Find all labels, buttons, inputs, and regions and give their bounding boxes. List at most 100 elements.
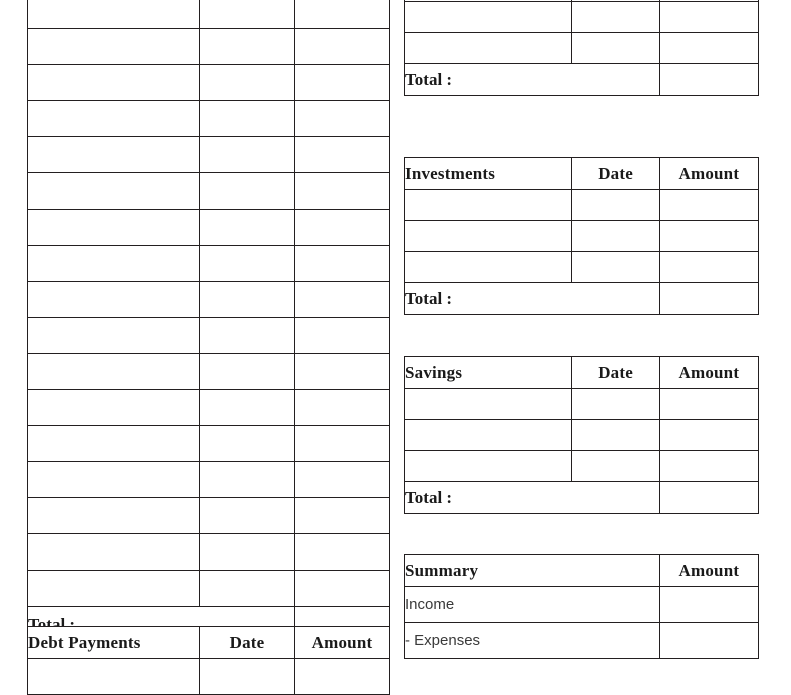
expense-name-cell[interactable] — [27, 208, 200, 246]
table-row[interactable] — [27, 136, 390, 174]
expense-date-cell[interactable] — [199, 280, 295, 318]
table-row[interactable] — [27, 208, 390, 246]
expense-name-cell[interactable] — [27, 172, 200, 210]
investment-amount-cell[interactable] — [658, 251, 760, 283]
investment-name-cell[interactable] — [403, 220, 573, 252]
table-row[interactable] — [403, 251, 760, 283]
expense-date-cell[interactable] — [199, 136, 295, 174]
table-row[interactable] — [403, 1, 760, 33]
expense-amount-cell[interactable] — [294, 208, 390, 246]
top-right-total-row[interactable]: Total : — [404, 63, 760, 96]
expense-amount-cell[interactable] — [294, 569, 390, 607]
savings-total-value[interactable] — [658, 481, 760, 514]
entry-name-cell[interactable] — [403, 1, 573, 33]
table-row[interactable] — [403, 32, 760, 64]
table-row[interactable] — [27, 569, 390, 607]
expense-amount-cell[interactable] — [294, 389, 390, 427]
expense-date-cell[interactable] — [199, 208, 295, 246]
table-row[interactable] — [27, 389, 390, 427]
debt-date-cell[interactable] — [199, 658, 295, 695]
table-row[interactable] — [403, 388, 760, 420]
table-row[interactable] — [27, 533, 390, 571]
summary-income-amount[interactable] — [658, 586, 760, 623]
table-row[interactable] — [403, 419, 760, 451]
entry-date-cell[interactable] — [571, 32, 660, 64]
expense-name-cell[interactable] — [27, 280, 200, 318]
expense-name-cell[interactable] — [27, 569, 200, 607]
entry-date-cell[interactable] — [571, 1, 660, 33]
expense-date-cell[interactable] — [199, 461, 295, 499]
investment-amount-cell[interactable] — [658, 189, 760, 221]
expense-amount-cell[interactable] — [294, 497, 390, 535]
entry-name-cell[interactable] — [403, 32, 573, 64]
table-row[interactable] — [27, 352, 390, 391]
expense-date-cell[interactable] — [199, 244, 295, 282]
investment-name-cell[interactable] — [403, 251, 573, 283]
entry-amount-cell[interactable] — [658, 1, 760, 33]
expense-amount-cell[interactable] — [294, 136, 390, 174]
savings-total-row[interactable]: Total : — [404, 481, 760, 514]
debt-amount-cell[interactable] — [294, 658, 390, 695]
expense-name-cell[interactable] — [27, 533, 200, 571]
table-row[interactable] — [27, 316, 390, 354]
savings-date-cell[interactable] — [571, 388, 660, 420]
expense-name-cell[interactable] — [27, 352, 200, 391]
expense-amount-cell[interactable] — [294, 172, 390, 210]
savings-amount-cell[interactable] — [658, 450, 760, 482]
table-row[interactable] — [403, 189, 760, 221]
expense-name-cell[interactable] — [27, 64, 200, 102]
investment-name-cell[interactable] — [403, 189, 573, 221]
expense-date-cell[interactable] — [199, 533, 295, 571]
table-row[interactable] — [27, 425, 390, 463]
expense-date-cell[interactable] — [199, 497, 295, 535]
investments-total-value[interactable] — [658, 282, 760, 315]
table-row[interactable] — [27, 100, 390, 138]
expense-date-cell[interactable] — [199, 172, 295, 210]
table-row[interactable] — [403, 450, 760, 482]
expense-name-cell[interactable] — [27, 389, 200, 427]
expense-amount-cell[interactable] — [294, 28, 390, 66]
expense-amount-cell[interactable] — [294, 533, 390, 571]
summary-income-row[interactable]: Income — [404, 586, 760, 623]
savings-name-cell[interactable] — [403, 388, 573, 420]
expense-name-cell[interactable] — [27, 28, 200, 66]
savings-date-cell[interactable] — [571, 419, 660, 451]
entry-amount-cell[interactable] — [658, 32, 760, 64]
expense-amount-cell[interactable] — [294, 0, 390, 30]
expense-date-cell[interactable] — [199, 316, 295, 354]
expense-amount-cell[interactable] — [294, 244, 390, 282]
expense-amount-cell[interactable] — [294, 461, 390, 499]
investment-date-cell[interactable] — [571, 220, 660, 252]
expense-amount-cell[interactable] — [294, 64, 390, 102]
savings-amount-cell[interactable] — [658, 419, 760, 451]
investment-amount-cell[interactable] — [658, 220, 760, 252]
investment-date-cell[interactable] — [571, 251, 660, 283]
expense-date-cell[interactable] — [199, 28, 295, 66]
expense-amount-cell[interactable] — [294, 352, 390, 391]
savings-name-cell[interactable] — [403, 450, 573, 482]
debt-name-cell[interactable] — [27, 658, 200, 695]
savings-date-cell[interactable] — [571, 450, 660, 482]
expense-name-cell[interactable] — [27, 0, 200, 30]
investment-date-cell[interactable] — [571, 189, 660, 221]
table-row[interactable] — [27, 244, 390, 282]
summary-expenses-row[interactable]: - Expenses — [404, 622, 760, 659]
table-row[interactable] — [27, 461, 390, 499]
expense-amount-cell[interactable] — [294, 316, 390, 354]
expense-date-cell[interactable] — [199, 569, 295, 607]
expense-date-cell[interactable] — [199, 352, 295, 391]
expense-name-cell[interactable] — [27, 136, 200, 174]
expense-date-cell[interactable] — [199, 389, 295, 427]
expense-date-cell[interactable] — [199, 64, 295, 102]
table-row[interactable] — [27, 64, 390, 102]
table-row[interactable] — [27, 172, 390, 210]
expense-name-cell[interactable] — [27, 316, 200, 354]
expense-name-cell[interactable] — [27, 497, 200, 535]
expense-name-cell[interactable] — [27, 100, 200, 138]
expense-date-cell[interactable] — [199, 100, 295, 138]
investments-total-row[interactable]: Total : — [404, 282, 760, 315]
summary-expenses-amount[interactable] — [658, 622, 760, 659]
table-row[interactable] — [27, 658, 390, 695]
top-right-total-value[interactable] — [658, 63, 760, 96]
table-row[interactable] — [27, 0, 390, 30]
